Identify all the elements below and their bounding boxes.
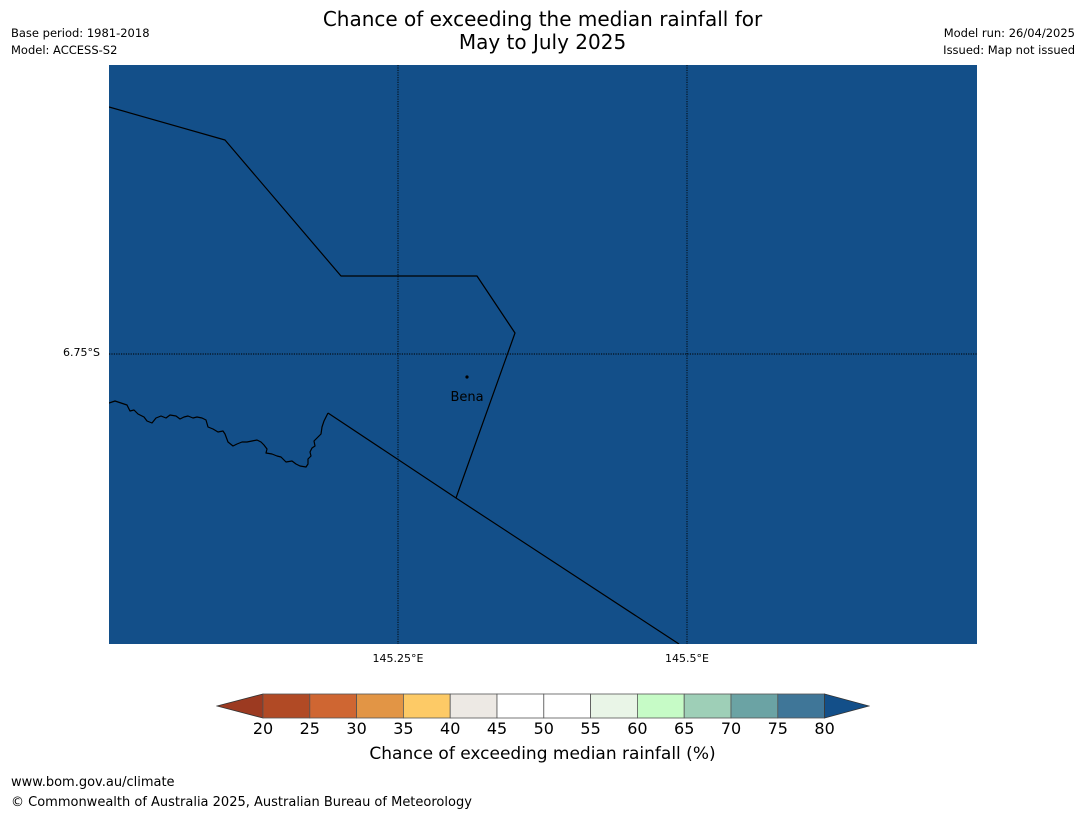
graticule xyxy=(109,65,977,644)
colorbar-segment xyxy=(449,693,498,719)
colorbar-segment xyxy=(402,693,451,719)
colorbar-tick-label: 60 xyxy=(627,719,648,738)
district-boundary-south xyxy=(327,412,680,644)
colorbar-segment xyxy=(590,693,638,719)
base-period-text: Base period: 1981-2018 xyxy=(11,26,150,40)
colorbar-segment xyxy=(496,693,545,719)
colorbar-label: Chance of exceeding median rainfall (%) xyxy=(369,744,716,764)
colorbar-segment xyxy=(309,693,358,719)
colorbar-segment xyxy=(777,693,825,719)
district-boundary-north xyxy=(109,106,516,499)
colorbar-segment xyxy=(636,693,685,719)
meta-left: Base period: 1981-2018 Model: ACCESS-S2 xyxy=(11,25,150,59)
colorbar-tick-label: 30 xyxy=(346,719,367,738)
colorbar-segment xyxy=(543,693,591,719)
colorbar-segment xyxy=(356,693,404,719)
lon-tick-label: 145.25°E xyxy=(372,652,424,665)
place-label: Bena xyxy=(450,390,483,405)
coastline xyxy=(109,400,329,468)
colorbar xyxy=(215,692,871,720)
colorbar-tick-label: 55 xyxy=(580,719,601,738)
map-title-line2: May to July 2025 xyxy=(458,30,627,54)
colorbar-tick-label: 35 xyxy=(393,719,414,738)
colorbar-under-arrow xyxy=(215,693,264,719)
model-run-text: Model run: 26/04/2025 xyxy=(943,26,1075,40)
rainfall-probability-field xyxy=(109,65,977,644)
place-bena[interactable]: Bena xyxy=(450,375,484,405)
place-marker xyxy=(465,375,469,379)
colorbar-segment xyxy=(730,693,779,719)
colorbar-segment xyxy=(262,693,311,719)
footer-url[interactable]: www.bom.gov.au/climate xyxy=(11,775,175,790)
colorbar-tick-label: 50 xyxy=(533,719,554,738)
colorbar-tick-label: 65 xyxy=(674,719,695,738)
colorbar-tick-label: 70 xyxy=(720,719,742,738)
footer-copyright: © Commonwealth of Australia 2025, Austra… xyxy=(11,795,472,810)
boundaries xyxy=(109,106,680,644)
model-text: Model: ACCESS-S2 xyxy=(11,43,118,57)
colorbar-tick-label: 20 xyxy=(252,719,274,738)
colorbar-tick-label: 40 xyxy=(440,719,461,738)
colorbar-tick-label: 25 xyxy=(299,719,320,738)
colorbar-over-arrow xyxy=(824,693,871,719)
lat-tick-label: 6.75°S xyxy=(63,346,100,359)
issued-text: Issued: Map not issued xyxy=(943,43,1075,57)
colorbar-tick-label: 80 xyxy=(814,719,835,738)
colorbar-segment xyxy=(683,693,732,719)
map-svg: Bena xyxy=(109,65,977,644)
map-title-line1: Chance of exceeding the median rainfall … xyxy=(322,7,763,31)
meta-right: Model run: 26/04/2025 Issued: Map not is… xyxy=(943,25,1075,59)
lon-tick-label: 145.5°E xyxy=(665,652,709,665)
map-panel[interactable]: Bena xyxy=(109,65,977,644)
colorbar-svg xyxy=(215,693,871,719)
map-title: Chance of exceeding the median rainfall … xyxy=(0,8,1085,54)
colorbar-tick-label: 75 xyxy=(767,719,788,738)
colorbar-tick-label: 45 xyxy=(486,719,508,738)
